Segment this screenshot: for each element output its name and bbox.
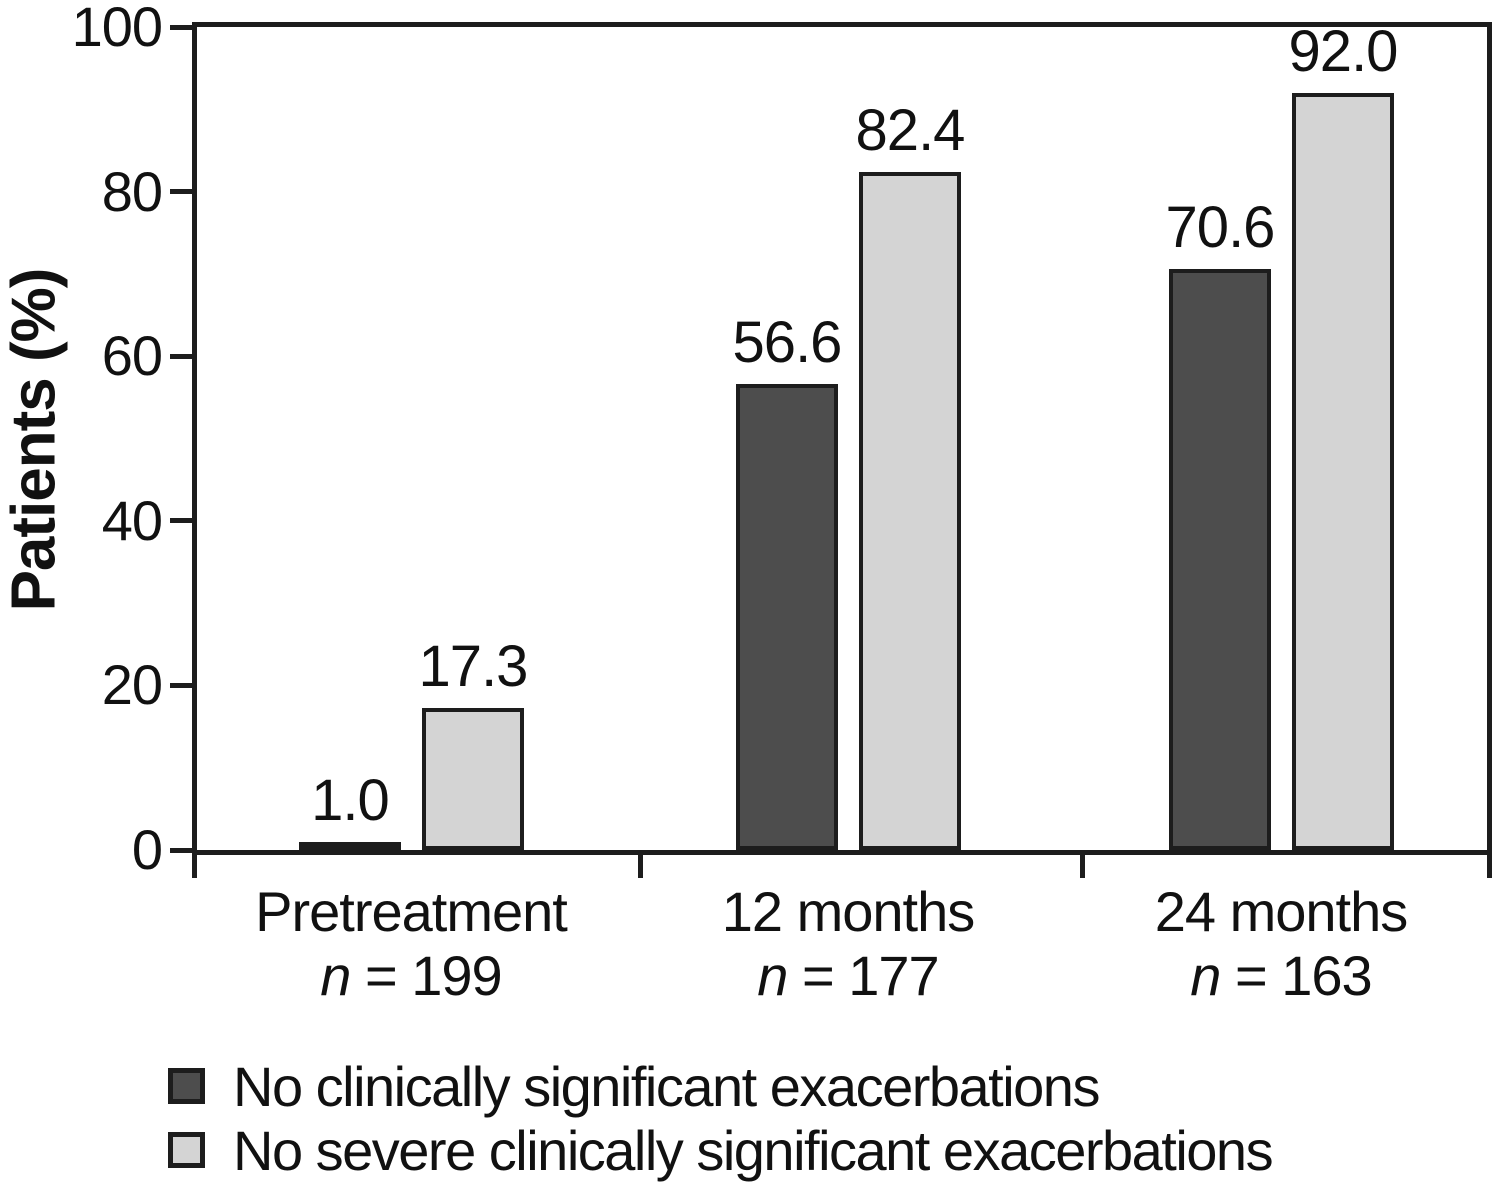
y-tick-60 (170, 353, 192, 359)
x-category-n-2: n = 163 (1190, 944, 1372, 1007)
x-tick-2 (1080, 855, 1085, 878)
x-category-n-1: n = 177 (757, 944, 939, 1007)
x-category-label-1: 12 months (721, 880, 976, 943)
value-label-light-1: 82.4 (855, 97, 966, 163)
x-category-label-0: Pretreatment (255, 880, 568, 943)
y-tick-label-0: 0 (131, 818, 163, 881)
x-tick-0 (192, 855, 197, 878)
legend-label-dark: No clinically significant exacerbations (233, 1054, 1100, 1118)
plot-area: 1.0 56.6 70.6 17.3 82.4 92.0 (170, 18, 1492, 878)
bar-light-2 (1292, 92, 1394, 850)
legend-swatch-light (168, 1132, 205, 1168)
value-label-dark-2: 70.6 (1165, 194, 1276, 260)
y-tick-0 (170, 847, 192, 853)
y-tick-label-100: 100 (71, 0, 163, 58)
x-category-label-2: 24 months (1154, 880, 1409, 943)
x-category-n-0: n = 199 (320, 944, 502, 1007)
y-tick-100 (170, 24, 192, 30)
y-tick-label-40: 40 (101, 488, 163, 552)
legend: No clinically significant exacerbations … (168, 1054, 1274, 1182)
bar-light-0 (422, 707, 524, 850)
value-label-light-0: 17.3 (418, 633, 529, 699)
value-label-dark-1: 56.6 (732, 310, 843, 376)
bar-light-1 (859, 171, 961, 850)
y-axis-title: Patients (%) (0, 268, 69, 612)
value-label-light-2: 92.0 (1288, 18, 1399, 84)
y-tick-40 (170, 518, 192, 524)
y-tick-label-80: 80 (101, 159, 163, 223)
value-label-dark-0: 1.0 (311, 767, 390, 833)
legend-swatch-dark (168, 1068, 205, 1104)
x-tick-1 (637, 855, 643, 878)
bar-dark-1 (736, 384, 838, 850)
y-tick-label-20: 20 (101, 653, 163, 717)
legend-item-dark: No clinically significant exacerbations (168, 1054, 1272, 1118)
legend-item-light: No severe clinically significant exacerb… (168, 1118, 1274, 1182)
bar-dark-0 (299, 841, 401, 850)
x-category-2: 24 months n = 163 (1031, 880, 1500, 1008)
x-category-1: 12 months n = 177 (598, 880, 1098, 1008)
x-category-0: Pretreatment n = 199 (161, 880, 661, 1008)
y-tick-80 (170, 189, 192, 195)
bar-dark-2 (1169, 268, 1271, 850)
x-tick-3 (1487, 855, 1492, 878)
legend-label-light: No severe clinically significant exacerb… (233, 1118, 1274, 1182)
y-tick-label-60: 60 (101, 324, 163, 388)
y-tick-20 (170, 682, 192, 688)
